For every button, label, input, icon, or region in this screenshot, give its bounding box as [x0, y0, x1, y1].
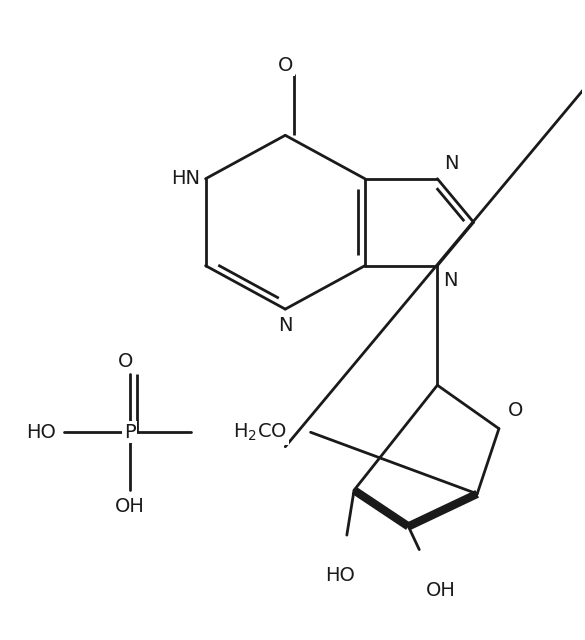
Text: O: O — [118, 352, 133, 371]
Text: HN: HN — [171, 169, 200, 188]
Text: OH: OH — [115, 497, 144, 516]
Text: N: N — [443, 271, 457, 291]
Text: O: O — [508, 401, 523, 420]
Text: N: N — [278, 316, 292, 335]
Text: OH: OH — [426, 580, 456, 600]
Text: H$_2$CO: H$_2$CO — [233, 422, 287, 443]
Text: P: P — [123, 423, 135, 442]
Text: HO: HO — [325, 566, 355, 585]
Text: HO: HO — [26, 423, 56, 442]
Text: O: O — [277, 56, 293, 74]
Text: N: N — [445, 154, 459, 173]
